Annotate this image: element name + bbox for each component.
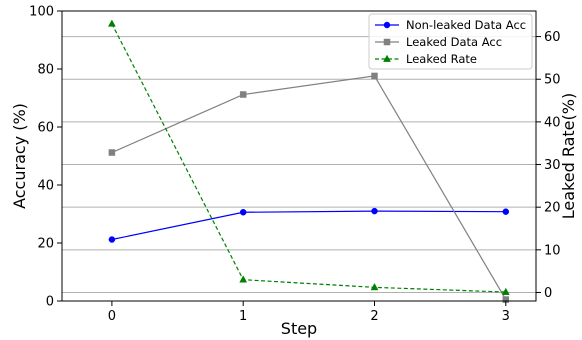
series-2-point-3 (501, 287, 510, 295)
series-2-point-1 (239, 275, 248, 283)
y-left-tick-label-4: 80 (37, 63, 54, 78)
legend: Non-leaked Data Acc Leaked Data Acc Leaked… (368, 13, 533, 70)
y-axis-left-label: Accuracy (%) (10, 103, 29, 209)
series-1-point-0 (108, 149, 116, 156)
y-axis-right-label: Leaked Rate(%) (559, 93, 578, 219)
y-right-tick-label-0: 0 (544, 286, 552, 301)
series-2-point-0 (107, 19, 116, 27)
legend-box (368, 13, 533, 70)
x-tick-label-0: 0 (108, 309, 116, 324)
series-0-point-3 (502, 208, 510, 215)
series-layer (107, 19, 510, 303)
y-right-tick-label-6: 60 (544, 30, 561, 45)
y-right-tick-label-1: 10 (544, 243, 561, 258)
series-0-point-1 (239, 209, 247, 216)
series-1-point-2 (371, 72, 378, 80)
legend-label-0: Non-leaked Data Acc (406, 18, 526, 32)
y-right-tick-label-3: 30 (544, 158, 561, 173)
legend-marker-2 (383, 54, 391, 62)
series-line-0 (111, 210, 506, 241)
x-tick-label-1: 1 (239, 309, 247, 324)
series-line-2 (111, 23, 506, 293)
x-tick-label-3: 3 (502, 309, 510, 324)
series-2-point-2 (370, 283, 379, 291)
y-right-tick-label-4: 40 (544, 115, 561, 130)
x-tick-label-2: 2 (370, 309, 378, 324)
y-right-tick-label-2: 20 (544, 201, 561, 216)
legend-marker-0 (383, 21, 391, 29)
y-right-tick-label-5: 50 (544, 73, 561, 88)
series-line-1 (111, 75, 507, 300)
legend-label-2: Leaked Rate (406, 52, 477, 66)
y-left-tick-label-2: 40 (37, 179, 54, 194)
series-1-point-1 (239, 91, 247, 98)
x-axis-label: Step (281, 319, 317, 338)
series-0-point-2 (371, 207, 378, 215)
grid-lines (62, 36, 536, 293)
legend-marker-1 (383, 38, 391, 46)
y-left-tick-label-5: 100 (29, 5, 54, 20)
series-0-point-0 (108, 236, 116, 243)
tick-layer: 0 20 40 60 80 100 0 10 20 30 40 50 60 0 1 2 3 (29, 5, 560, 325)
y-left-tick-label-3: 60 (37, 121, 54, 136)
plot-frame (61, 10, 537, 302)
legend-label-1: Leaked Data Acc (406, 35, 502, 49)
y-left-tick-label-0: 0 (46, 295, 54, 310)
y-left-tick-label-1: 20 (37, 237, 54, 252)
